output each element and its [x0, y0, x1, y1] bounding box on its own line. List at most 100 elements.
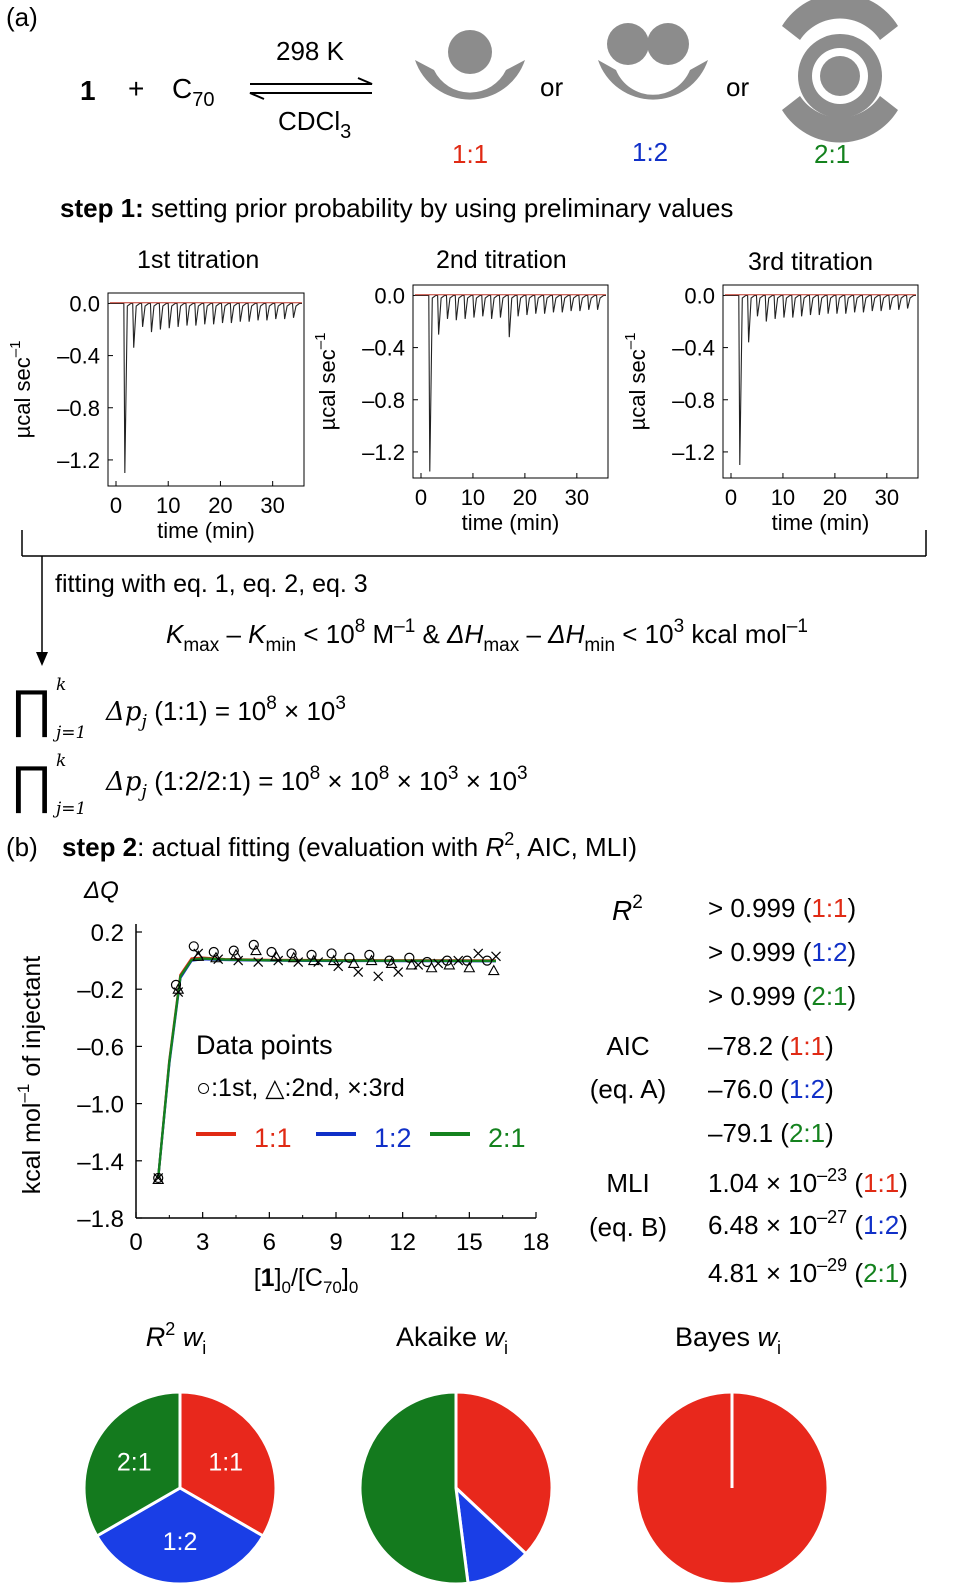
titration-ytick: –0.8: [362, 388, 405, 413]
pie-chart-2: [358, 1390, 554, 1586]
titration-title: 3rd titration: [748, 248, 873, 276]
dq-label: ΔQ: [83, 877, 119, 904]
plus-sign: +: [128, 73, 144, 104]
y-tick-label: –0.2: [77, 977, 124, 1004]
pie-slice-1to2: [94, 1486, 266, 1586]
product-formula-1to2-2to1: ∏ k j=1 Δpj (1:2/2:1) = 108 × 108 × 103 …: [10, 751, 528, 819]
data-point-2nd: [250, 944, 262, 956]
data-point-3rd: [491, 951, 501, 962]
data-point-1st: [442, 955, 453, 966]
product-formula-1to1: ∏ k j=1 Δpj (1:1) = 108 × 103: [10, 675, 346, 743]
pie-slice-1to1: [454, 1390, 554, 1556]
x-tick-label: 0: [129, 1229, 142, 1256]
y-tick-label: –1.0: [77, 1092, 124, 1119]
titration-frame: [722, 284, 919, 479]
titration-trace: [110, 302, 302, 473]
equilibrium-arrow: [249, 77, 373, 100]
data-point-2nd: [152, 1173, 165, 1184]
stats-value: > 0.999 (1:1): [708, 893, 856, 923]
titration-xlabel: time (min): [772, 510, 870, 535]
data-point-1st: [326, 948, 337, 959]
complex-label-1to2: 1:2: [632, 137, 668, 167]
data-point-3rd: [253, 957, 264, 967]
svg-text:∏: ∏: [10, 756, 53, 814]
stats-value: > 0.999 (1:2): [708, 937, 856, 967]
titration-ytick: 0.0: [69, 291, 100, 316]
x-tick-label: 12: [389, 1229, 416, 1256]
data-point-2nd: [385, 957, 398, 969]
data-point-3rd: [333, 961, 344, 972]
legend-markers: ○:1st, △:2nd, ×:3rd: [196, 1074, 405, 1102]
fitting-note: fitting with eq. 1, eq. 2, eq. 3: [55, 570, 368, 598]
titration-frame: [412, 284, 609, 479]
data-point-3rd: [173, 987, 184, 997]
aic-label: AIC: [606, 1031, 649, 1061]
pie-title: R2 wi: [146, 1319, 207, 1358]
data-point-1st: [188, 941, 199, 952]
titration-xtick: 20: [513, 485, 537, 510]
svg-text:k: k: [56, 675, 66, 695]
titration-ylabel: µcal sec–1: [7, 341, 35, 439]
x-tick-label: 6: [263, 1229, 276, 1256]
stats-value: > 0.999 (2:1): [708, 981, 856, 1011]
titration-panel-3: 3rd titration 0.0 –0.4 –0.8 –1.2 0 10 20 30time …: [622, 248, 919, 535]
legend: Data points ○:1st, △:2nd, ×:3rd 1:1 1:2 2:1: [196, 1030, 526, 1153]
titration-ytick: –0.8: [57, 396, 100, 421]
pie-slice-label: 1:2: [163, 1528, 198, 1556]
legend-title: Data points: [196, 1030, 333, 1060]
complex-label-1to1: 1:1: [452, 139, 488, 169]
data-point-3rd: [373, 971, 384, 982]
pie-title: Akaike wi: [396, 1322, 508, 1358]
panel-a-label: (a): [6, 2, 38, 32]
complex-2to1-cartoon: [782, 0, 898, 143]
titration-xlabel: time (min): [157, 518, 255, 543]
stats-value: 1.04 × 10–23 (1:1): [708, 1165, 908, 1198]
data-point-1st: [266, 946, 277, 958]
x-tick-label: 9: [329, 1229, 342, 1256]
data-point-3rd: [433, 958, 444, 969]
titration-ytick: –0.8: [672, 388, 715, 413]
dq-chart: 0.2 –0.2 –0.6 –1.0 –1.4 –1.80 3 6 9 12 15 18 ΔQ kcal …: [14, 877, 549, 1297]
svg-text:Δpj (1:1) = 108 × 103: Δpj (1:1) = 108 × 103: [105, 693, 346, 732]
titration-trace: [725, 294, 916, 465]
pie-slice-label: 2:1: [117, 1449, 152, 1477]
reaction-temperature: 298 K: [276, 36, 345, 66]
titration-title: 2nd titration: [436, 246, 567, 274]
legend-line-label: 1:1: [254, 1123, 292, 1153]
or-text-2: or: [726, 72, 749, 102]
titration-ytick: –0.4: [57, 344, 100, 369]
y-tick-label: –1.8: [77, 1206, 124, 1233]
stats-value: –76.0 (1:2): [708, 1074, 834, 1104]
fit-line-1to2: [157, 957, 497, 1179]
complex-1to2-cartoon: [598, 23, 708, 100]
data-point-1st: [384, 955, 395, 966]
svg-text:∏: ∏: [10, 680, 53, 738]
y-axis-label: kcal mol–1 of injectant: [14, 956, 46, 1195]
titration-xtick: 10: [461, 485, 485, 510]
data-point-3rd: [233, 955, 244, 966]
titration-ytick: –0.4: [362, 336, 405, 361]
data-point-2nd: [327, 954, 340, 966]
titration-ytick: –0.4: [672, 336, 715, 361]
reactant-c70: C70: [172, 73, 214, 111]
step1-heading: step 1: setting prior probability by usi…: [60, 193, 733, 223]
pie-slice-1to1: [178, 1390, 278, 1539]
titration-xtick: 30: [565, 485, 589, 510]
titration-ylabel: µcal sec–1: [622, 333, 650, 431]
titration-xtick: 0: [415, 485, 427, 510]
legend-line-label: 1:2: [374, 1123, 412, 1153]
data-point-2nd: [487, 964, 500, 976]
reactant-1: 1: [80, 75, 96, 106]
data-point-2nd: [443, 958, 456, 970]
stats-value: 6.48 × 10–27 (1:2): [708, 1207, 908, 1240]
titration-title: 1st titration: [137, 246, 259, 274]
titration-ylabel: µcal sec–1: [312, 333, 340, 431]
y-tick-label: –0.6: [77, 1034, 124, 1061]
data-point-2nd: [463, 961, 476, 973]
bracket: [21, 530, 927, 666]
data-point-1st: [404, 952, 415, 963]
pie-chart-1: 1:1 1:2 2:1: [82, 1390, 278, 1586]
fit-line-2to1: [157, 957, 497, 1179]
stats-value: –79.1 (2:1): [708, 1118, 834, 1148]
